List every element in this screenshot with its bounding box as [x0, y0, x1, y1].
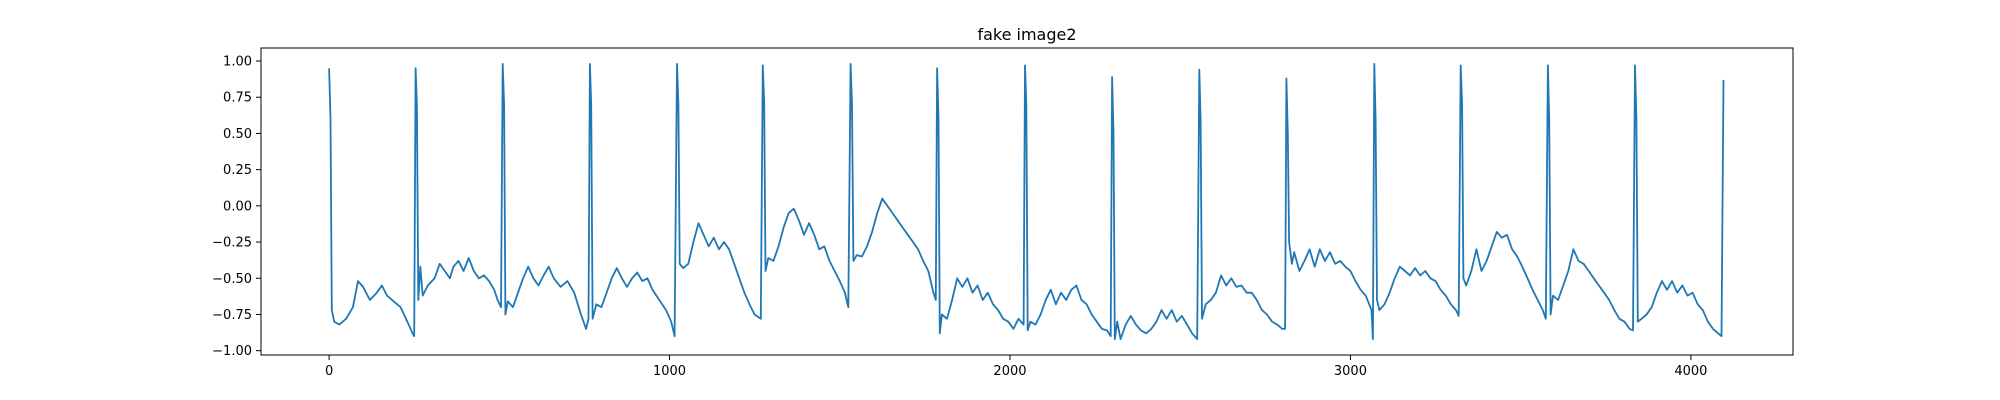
x-tick-label: 3000 — [1334, 364, 1367, 379]
y-tick-label: −1.00 — [212, 344, 252, 359]
x-tick-label: 1000 — [653, 364, 686, 379]
x-tick-label: 2000 — [993, 364, 1026, 379]
x-axis: 0 1000 2000 3000 4000 — [325, 355, 1707, 379]
y-axis: 1.00 0.75 0.50 0.25 0.00 −0.25 −0.50 −0.75 −1.00 — [212, 55, 261, 359]
chart-title: fake image2 — [977, 25, 1076, 44]
y-tick-label: 1.00 — [223, 55, 252, 70]
y-tick-label: 0.50 — [223, 127, 252, 142]
y-tick-label: 0.00 — [223, 199, 252, 214]
x-tick-label: 0 — [325, 364, 333, 379]
y-tick-label: −0.25 — [212, 236, 252, 251]
y-tick-label: 0.75 — [223, 91, 252, 106]
x-tick-label: 4000 — [1674, 364, 1707, 379]
y-tick-label: −0.75 — [212, 308, 252, 323]
y-tick-label: −0.50 — [212, 272, 252, 287]
plot-area — [328, 63, 1725, 340]
plot-frame — [260, 47, 1794, 356]
series-line — [328, 63, 1725, 340]
y-tick-label: 0.25 — [223, 163, 252, 178]
